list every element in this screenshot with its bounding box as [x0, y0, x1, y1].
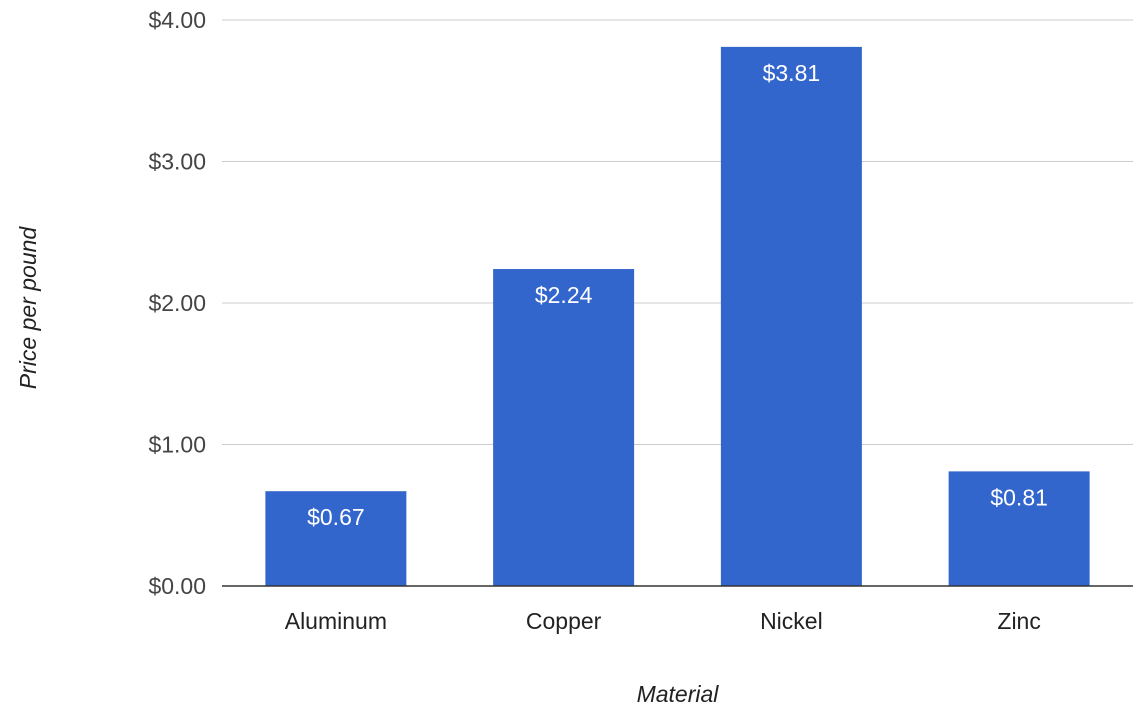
bar-nickel: [720, 46, 862, 586]
y-tick-label: $4.00: [148, 7, 206, 33]
y-tick-label: $2.00: [148, 290, 206, 316]
gridlines: [222, 19, 1133, 445]
data-label: $2.24: [535, 282, 593, 308]
x-tick-label: Nickel: [760, 608, 823, 634]
bar-copper: [493, 269, 635, 586]
y-tick-label: $3.00: [148, 149, 206, 175]
bars: $0.67 $2.24 $3.81 $0.81: [265, 46, 1090, 586]
y-tick-label: $0.00: [148, 573, 206, 599]
x-tick-label: Zinc: [997, 608, 1040, 634]
y-axis-title: Price per pound: [15, 226, 41, 390]
data-label: $0.81: [990, 484, 1048, 510]
x-tick-label: Copper: [526, 608, 602, 634]
y-axis-ticks: $0.00 $1.00 $2.00 $3.00 $4.00: [148, 7, 206, 599]
data-label: $3.81: [763, 60, 821, 86]
bar-zinc: [948, 471, 1090, 586]
x-tick-label: Aluminum: [285, 608, 387, 634]
bar-aluminum: [265, 491, 407, 586]
data-label: $0.67: [307, 504, 365, 530]
y-tick-label: $1.00: [148, 432, 206, 458]
x-axis-categories: Aluminum Copper Nickel Zinc: [285, 608, 1041, 634]
x-axis-title: Material: [637, 681, 720, 707]
